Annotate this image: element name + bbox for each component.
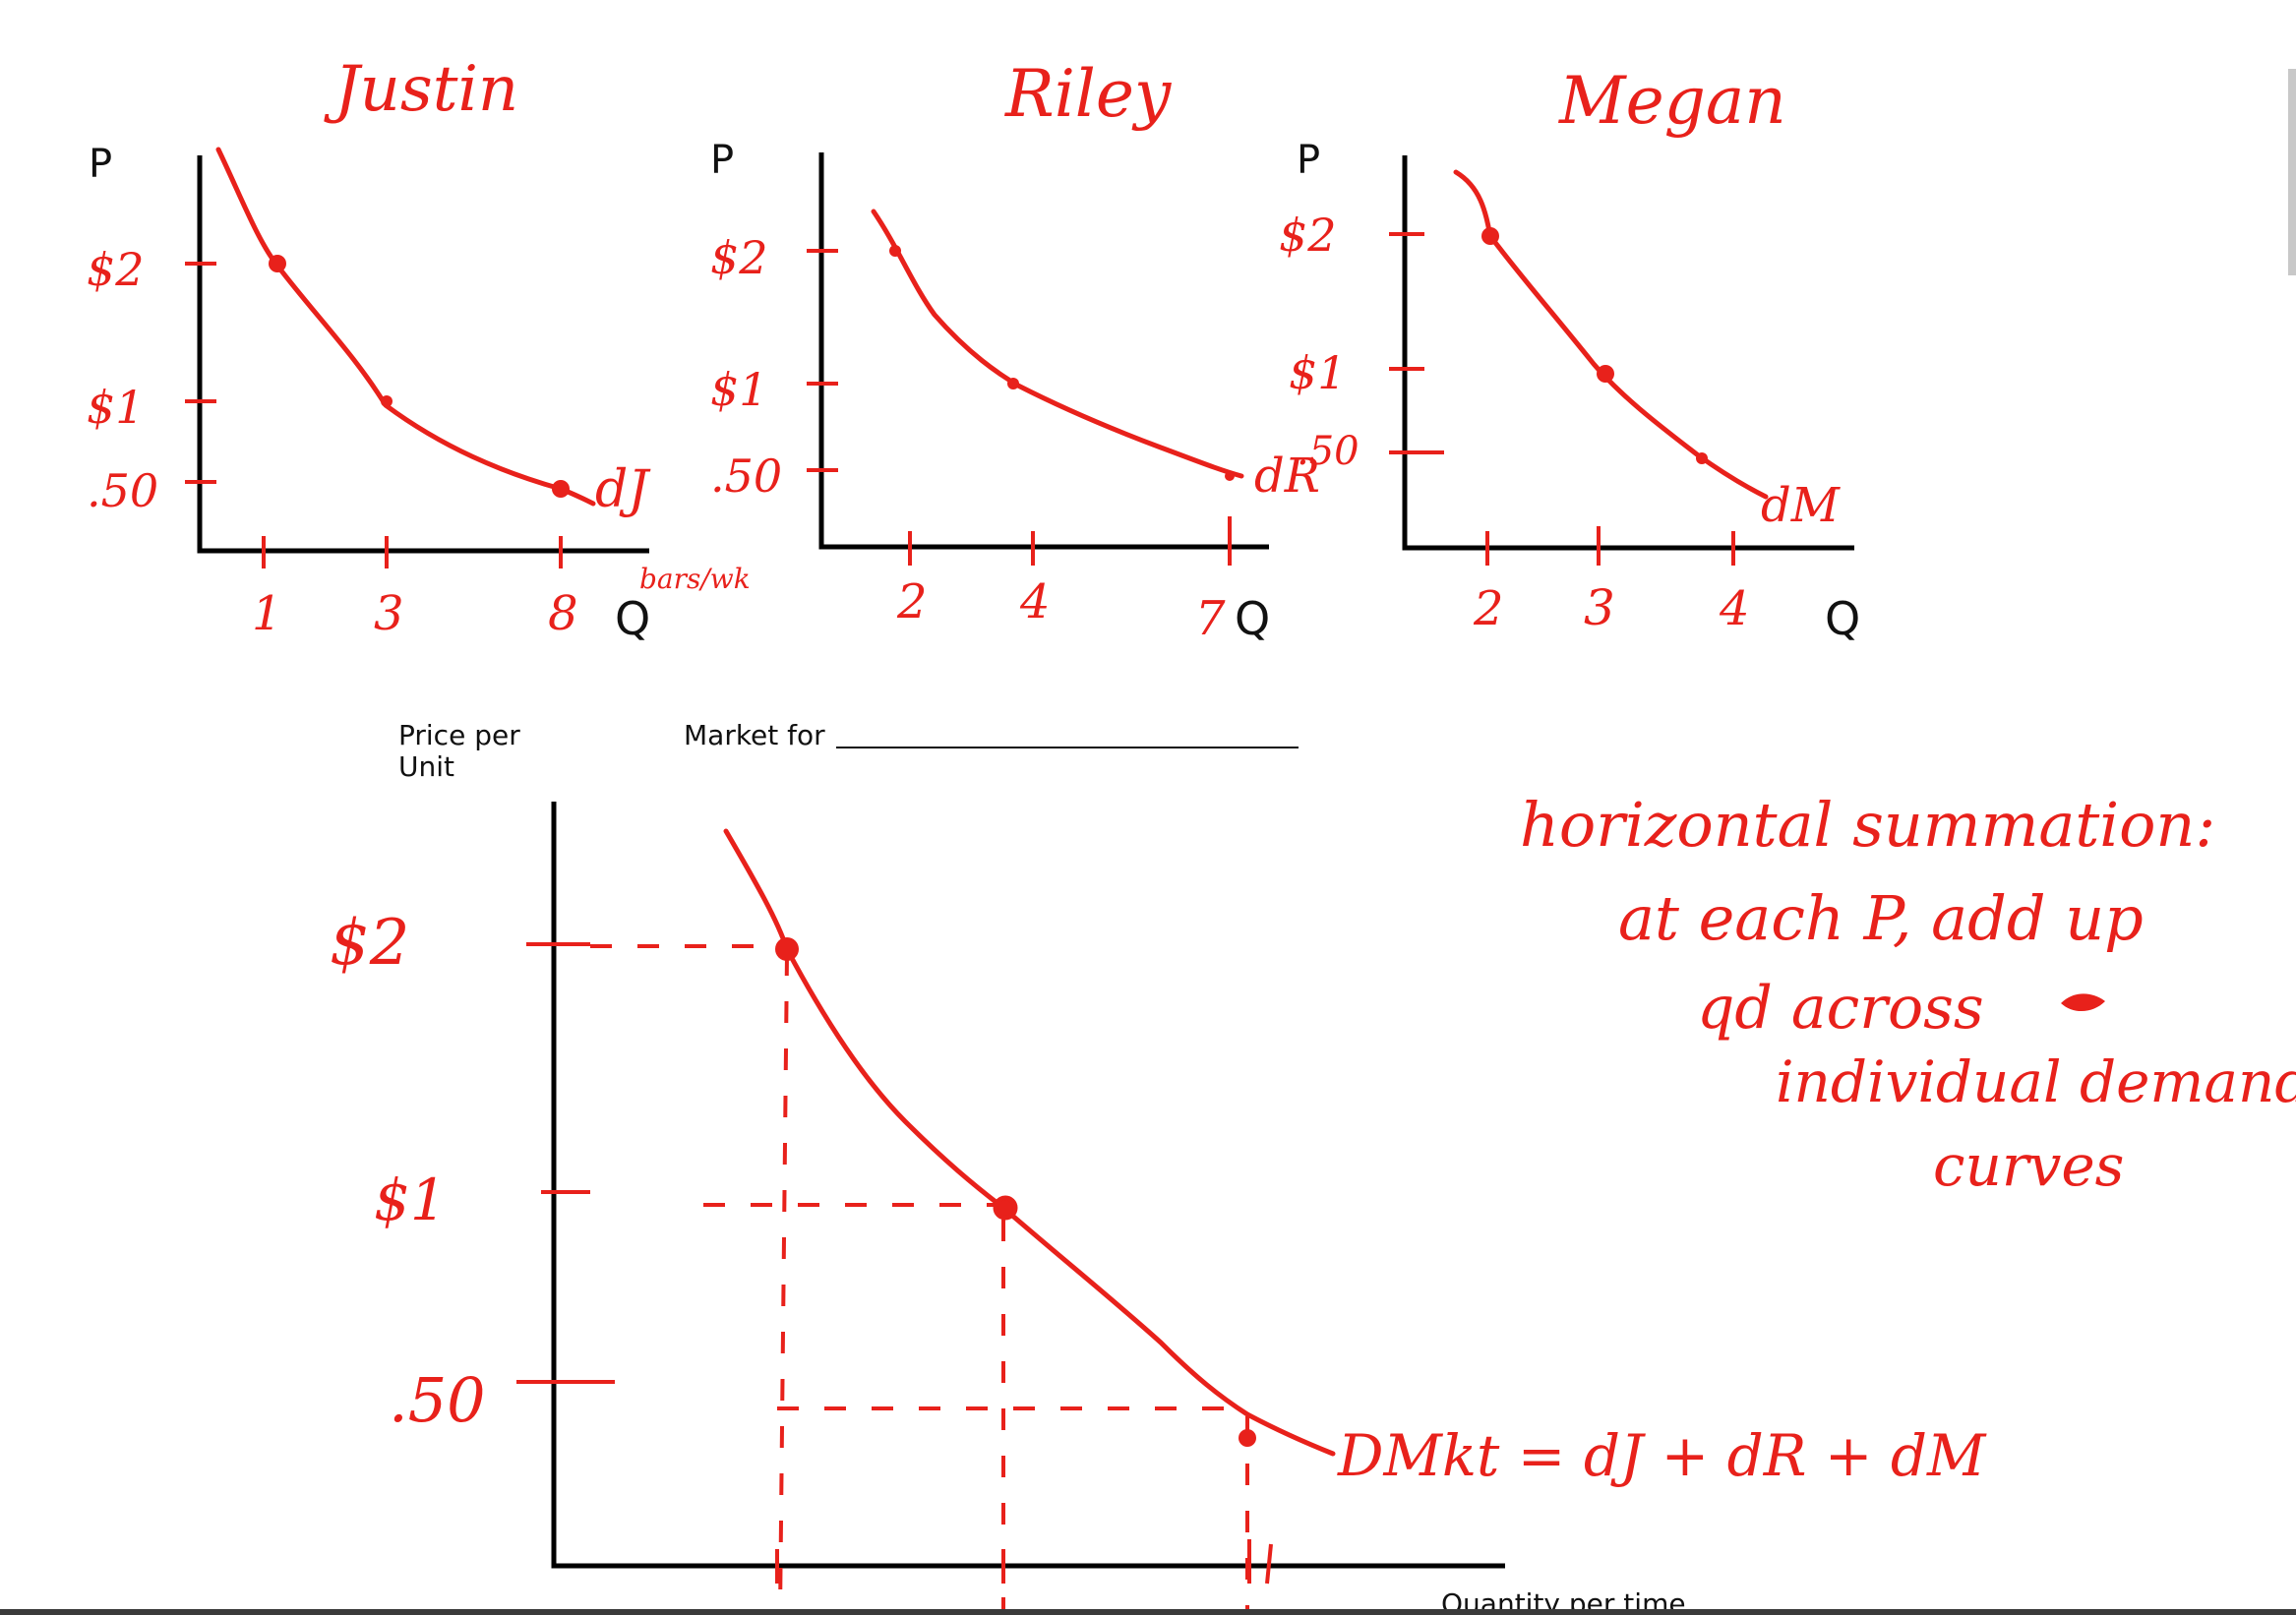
riley-axes — [818, 152, 1269, 550]
megan-point-4 — [1696, 452, 1708, 464]
riley-y-label: P — [710, 138, 734, 183]
megan-chart: Megan P Q $2 $1 .50 2 3 4 dM — [1279, 63, 1860, 645]
market-y-label-line1: Price per — [398, 719, 520, 751]
horizontal-summation-note: horizontal summation: at each P, add up … — [1520, 789, 2296, 1199]
justin-point-8 — [552, 480, 570, 498]
megan-x-tick-label-3: 3 — [1584, 579, 1615, 636]
riley-y-tick-label-050: .50 — [710, 449, 782, 503]
market-chart: Price per Unit Market for Quantity per t… — [330, 719, 1987, 1615]
riley-y-tick-label-1: $1 — [710, 363, 768, 416]
market-point-price-1 — [993, 1195, 1018, 1221]
justin-axes — [197, 155, 649, 554]
justin-point-1 — [269, 255, 286, 272]
riley-demand-curve — [871, 209, 1244, 479]
megan-y-label: P — [1297, 138, 1320, 183]
market-y-tick-label-1: $1 — [374, 1166, 447, 1233]
riley-x-tick-label-2: 2 — [896, 574, 928, 629]
megan-y-tick-label-2: $2 — [1279, 209, 1337, 262]
megan-x-label: Q — [1825, 592, 1860, 645]
justin-curve-label: dJ — [595, 460, 651, 519]
riley-x-tick-label-7: 7 — [1195, 591, 1226, 646]
justin-demand-curve — [215, 147, 596, 507]
megan-y-tick-label-050: .50 — [1297, 429, 1359, 474]
riley-x-tick-label-4: 4 — [1019, 574, 1051, 629]
megan-point-3 — [1597, 365, 1614, 383]
market-y-label-line2: Unit — [398, 750, 454, 783]
riley-y-tick-label-2: $2 — [710, 231, 768, 284]
justin-x-tick-label-1: 1 — [252, 586, 282, 641]
note-line-5: curves — [1933, 1132, 2124, 1199]
justin-y-tick-label-1: $1 — [87, 381, 145, 434]
market-demand-curve — [723, 828, 1336, 1457]
justin-point-3 — [381, 395, 393, 407]
justin-x-tick-label-8: 8 — [548, 586, 578, 641]
justin-title: Justin — [324, 53, 518, 126]
bottom-window-border — [0, 1609, 2296, 1615]
window-edge-scrollbar — [2288, 69, 2296, 275]
note-scribble — [2061, 993, 2105, 1012]
megan-x-tick-label-2: 2 — [1473, 581, 1504, 636]
market-x-hash-3b — [1265, 1543, 1273, 1585]
market-point-price-2 — [775, 937, 799, 961]
riley-point-4 — [1007, 378, 1019, 389]
megan-x-tick-label-4: 4 — [1719, 581, 1750, 636]
market-axes — [551, 802, 1505, 1569]
riley-point-7 — [1225, 471, 1235, 481]
justin-y-label: P — [89, 142, 112, 187]
megan-demand-curve — [1453, 169, 1769, 500]
megan-curve-label: dM — [1761, 478, 1842, 533]
justin-quantity-note: bars/wk — [639, 563, 751, 595]
megan-axes — [1402, 155, 1854, 551]
note-line-4: individual demand — [1776, 1048, 2296, 1115]
note-line-2: at each P, add up — [1618, 882, 2144, 954]
justin-x-label: Q — [615, 592, 650, 645]
market-curve-label: DMkt = dJ + dR + dM — [1337, 1422, 1987, 1489]
justin-x-tick-label-3: 3 — [374, 586, 404, 641]
riley-x-label: Q — [1235, 592, 1270, 645]
riley-chart: Riley P Q $2 $1 .50 2 4 7 dR — [710, 56, 1320, 646]
megan-y-tick-label-1: $1 — [1289, 346, 1347, 399]
market-y-tick-label-2: $2 — [330, 907, 409, 980]
market-point-price-050 — [1239, 1429, 1256, 1447]
justin-y-tick-label-050: .50 — [87, 464, 158, 517]
megan-title: Megan — [1558, 63, 1786, 139]
market-title: Market for — [684, 719, 825, 751]
megan-point-2 — [1481, 227, 1499, 245]
justin-y-tick-label-2: $2 — [87, 243, 145, 296]
riley-curve-label: dR — [1254, 449, 1320, 504]
riley-point-2 — [889, 245, 901, 257]
justin-chart: Justin P Q $2 $1 .50 1 3 8 dJ bars/wk — [87, 53, 751, 645]
market-guide-q-1 — [778, 953, 789, 1615]
market-y-tick-label-050: .50 — [389, 1364, 486, 1436]
riley-title: Riley — [1004, 56, 1172, 132]
note-line-1: horizontal summation: — [1520, 789, 2215, 861]
note-line-3: qd across — [1697, 974, 1984, 1043]
